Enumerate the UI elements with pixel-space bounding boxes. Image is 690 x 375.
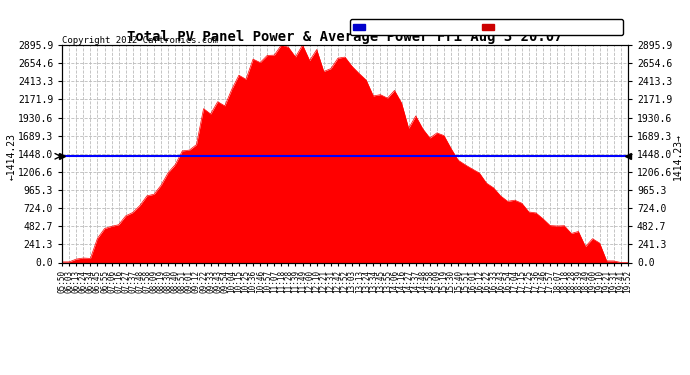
Text: 1414.23→: 1414.23→ bbox=[673, 133, 683, 180]
Title: Total PV Panel Power & Average Power Fri Aug 3 20:07: Total PV Panel Power & Average Power Fri… bbox=[127, 30, 563, 44]
Text: Copyright 2012 Cartronics.com: Copyright 2012 Cartronics.com bbox=[62, 36, 218, 45]
Text: ←1414.23: ←1414.23 bbox=[7, 133, 17, 180]
Legend: Average  (DC Watts), PV Panels  (DC Watts): Average (DC Watts), PV Panels (DC Watts) bbox=[350, 20, 623, 35]
